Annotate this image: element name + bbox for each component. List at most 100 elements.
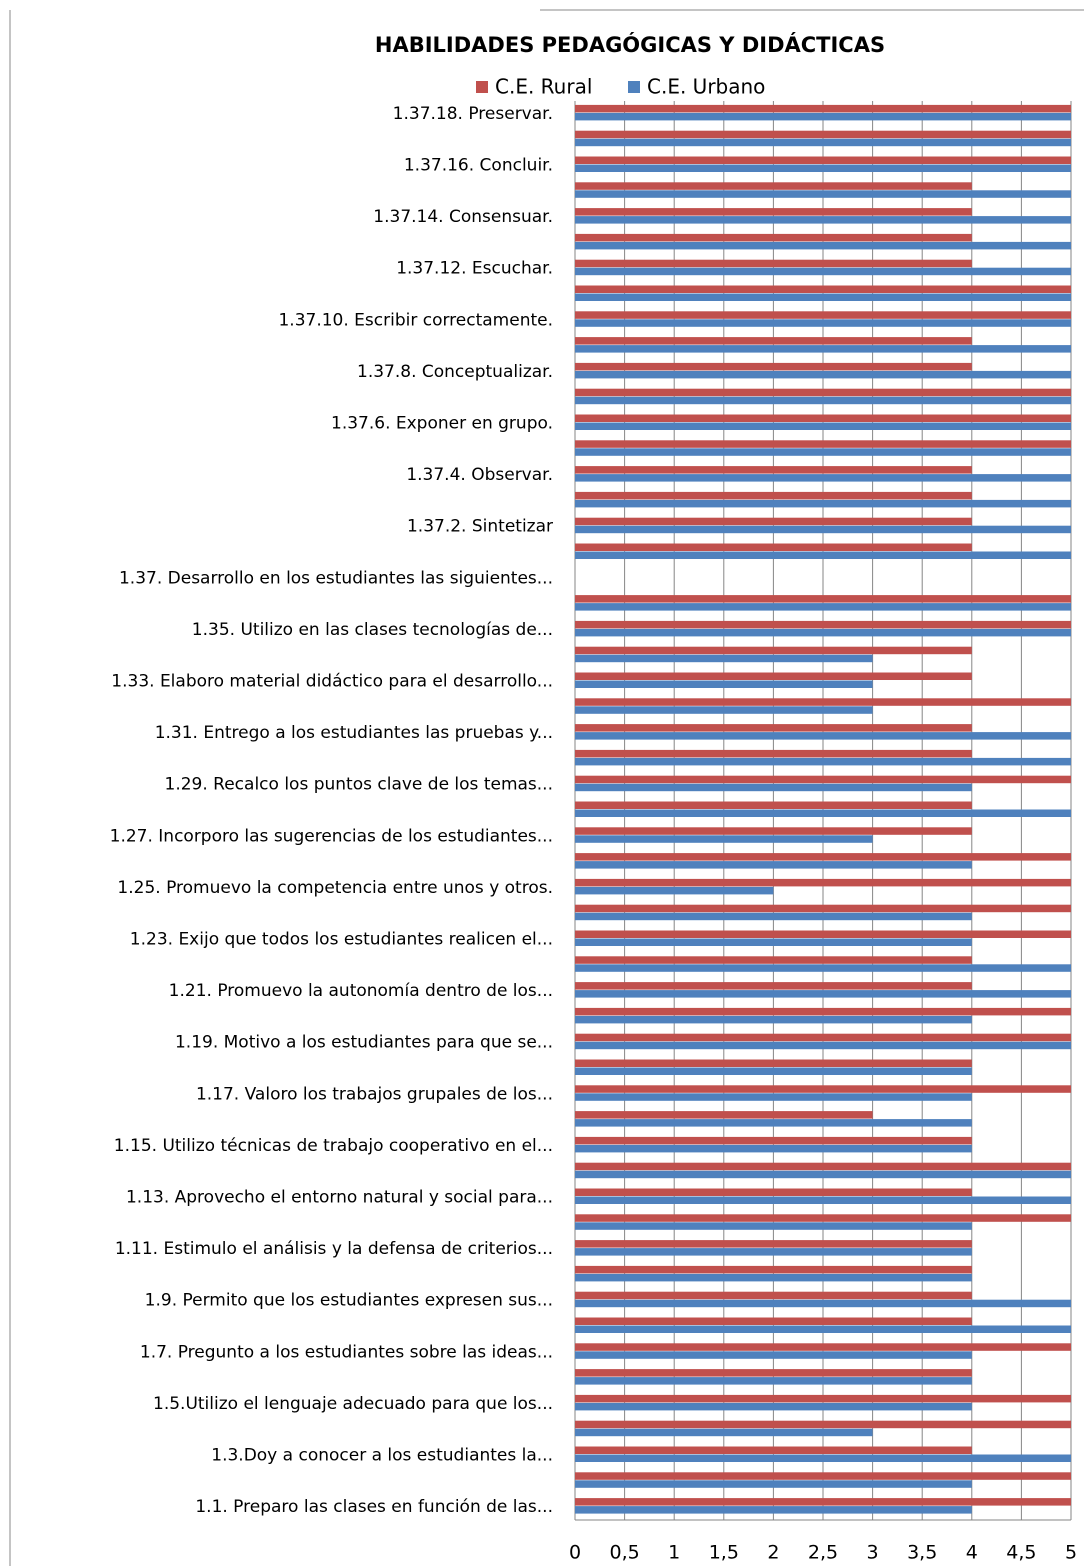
bar: [575, 259, 972, 268]
bar: [575, 930, 1071, 938]
bar: [575, 1317, 972, 1325]
x-tick-label: 3,5: [907, 1542, 937, 1564]
bar: [575, 1085, 1071, 1093]
bar: [575, 388, 1071, 397]
bar: [575, 1222, 972, 1230]
y-tick-label: 1.37.18. Preservar.: [393, 104, 553, 124]
x-tick-label: 0,5: [609, 1542, 639, 1564]
bar: [575, 835, 873, 843]
bar: [575, 1015, 972, 1024]
bar: [575, 654, 873, 663]
bar: [575, 982, 972, 990]
y-tick-label: 1.23. Exijo que todos los estudiantes re…: [130, 930, 553, 950]
legend-swatch: [476, 81, 488, 93]
y-tick-label: 1.37. Desarrollo en los estudiantes las …: [119, 568, 553, 588]
bar: [575, 499, 1071, 508]
bar: [575, 1188, 972, 1196]
bar: [575, 1067, 972, 1075]
y-tick-label: 1.27. Incorporo las sugerencias de los e…: [110, 826, 553, 846]
y-tick-label: 1.37.10. Escribir correctamente.: [278, 310, 553, 330]
y-tick-label: 1.11. Estimulo el análisis y la defensa …: [115, 1239, 553, 1259]
bar: [575, 466, 972, 474]
bar: [575, 138, 1071, 147]
bar: [575, 190, 1071, 198]
bar: [575, 595, 1071, 603]
bar: [575, 1498, 1071, 1506]
bar: [575, 1111, 873, 1119]
bar: [575, 1446, 972, 1454]
bar: [575, 130, 1071, 139]
bar: [575, 208, 972, 216]
chart-title: HABILIDADES PEDAGÓGICAS Y DIDÁCTICAS: [375, 32, 885, 57]
bar: [575, 1325, 1071, 1333]
x-tick-label: 4,5: [1006, 1542, 1036, 1564]
bar: [575, 156, 1071, 164]
bar: [575, 706, 873, 714]
bar: [575, 241, 1071, 250]
bar: [575, 216, 1071, 224]
y-tick-label: 1.25. Promuevo la competencia entre unos…: [117, 878, 553, 898]
x-tick-label: 1: [668, 1542, 680, 1564]
bar: [575, 938, 972, 946]
bar: [575, 1170, 1071, 1179]
bar: [575, 1506, 972, 1514]
bar: [575, 1420, 1071, 1429]
x-tick-label: 4: [966, 1542, 978, 1564]
bar: [575, 1007, 1071, 1016]
y-tick-label: 1.9. Permito que los estudiantes exprese…: [145, 1291, 553, 1311]
bar: [575, 956, 972, 964]
bar: [575, 1472, 1071, 1480]
y-tick-label: 1.35. Utilizo en las clases tecnologías …: [192, 620, 553, 640]
bar: [575, 164, 1071, 172]
bar: [575, 912, 972, 921]
y-tick-label: 1.37.8. Conceptualizar.: [357, 362, 553, 382]
y-tick-label: 1.37.2. Sintetizar: [407, 517, 553, 537]
bar: [575, 440, 1071, 448]
bar: [575, 861, 972, 869]
y-tick-label: 1.21. Promuevo la autonomía dentro de lo…: [169, 981, 553, 1001]
bar: [575, 757, 1071, 766]
bar: [575, 904, 1071, 913]
bar: [575, 396, 1071, 405]
y-tick-label: 1.31. Entrego a los estudiantes las prue…: [155, 723, 553, 743]
bar: [575, 1273, 972, 1282]
x-tick-label: 1,5: [709, 1542, 739, 1564]
bar: [575, 646, 972, 655]
bar: [575, 1033, 1071, 1042]
x-tick-label: 2: [767, 1542, 779, 1564]
y-tick-label: 1.17. Valoro los trabajos grupales de lo…: [196, 1084, 553, 1104]
y-tick-label: 1.33. Elaboro material didáctico para el…: [111, 672, 553, 692]
bar: [575, 628, 1071, 637]
legend-label: C.E. Urbano: [647, 75, 765, 99]
y-tick-label: 1.29. Recalco los puntos clave de los te…: [165, 775, 553, 795]
bar: [575, 964, 1071, 972]
bar: [575, 543, 972, 551]
bar: [575, 732, 1071, 740]
bar: [575, 491, 972, 500]
bar: [575, 1059, 972, 1067]
bar: [575, 775, 1071, 784]
x-tick-label: 0: [569, 1542, 581, 1564]
bar: [575, 801, 972, 809]
bar: [575, 525, 1071, 534]
y-tick-label: 1.7. Pregunto a los estudiantes sobre la…: [140, 1342, 553, 1362]
y-tick-label: 1.13. Aprovecho el entorno natural y soc…: [126, 1188, 553, 1208]
bar: [575, 414, 1071, 422]
bar: [575, 1454, 1071, 1462]
y-tick-label: 1.15. Utilizo técnicas de trabajo cooper…: [114, 1136, 553, 1156]
bar: [575, 362, 972, 371]
bar: [575, 878, 1071, 887]
bar: [575, 1480, 972, 1488]
bar: [575, 827, 972, 835]
bar: [575, 112, 1071, 121]
bar: [575, 370, 1071, 379]
bar: [575, 233, 972, 242]
bar: [575, 1119, 972, 1127]
legend-label: C.E. Rural: [495, 75, 592, 99]
y-tick-label: 1.5.Utilizo el lenguaje adecuado para qu…: [153, 1394, 553, 1414]
bar: [575, 672, 972, 680]
bar: [575, 1248, 972, 1256]
y-tick-label: 1.1. Preparo las clases en función de la…: [195, 1497, 553, 1517]
bar: [575, 1093, 972, 1101]
bar: [575, 1299, 1071, 1308]
